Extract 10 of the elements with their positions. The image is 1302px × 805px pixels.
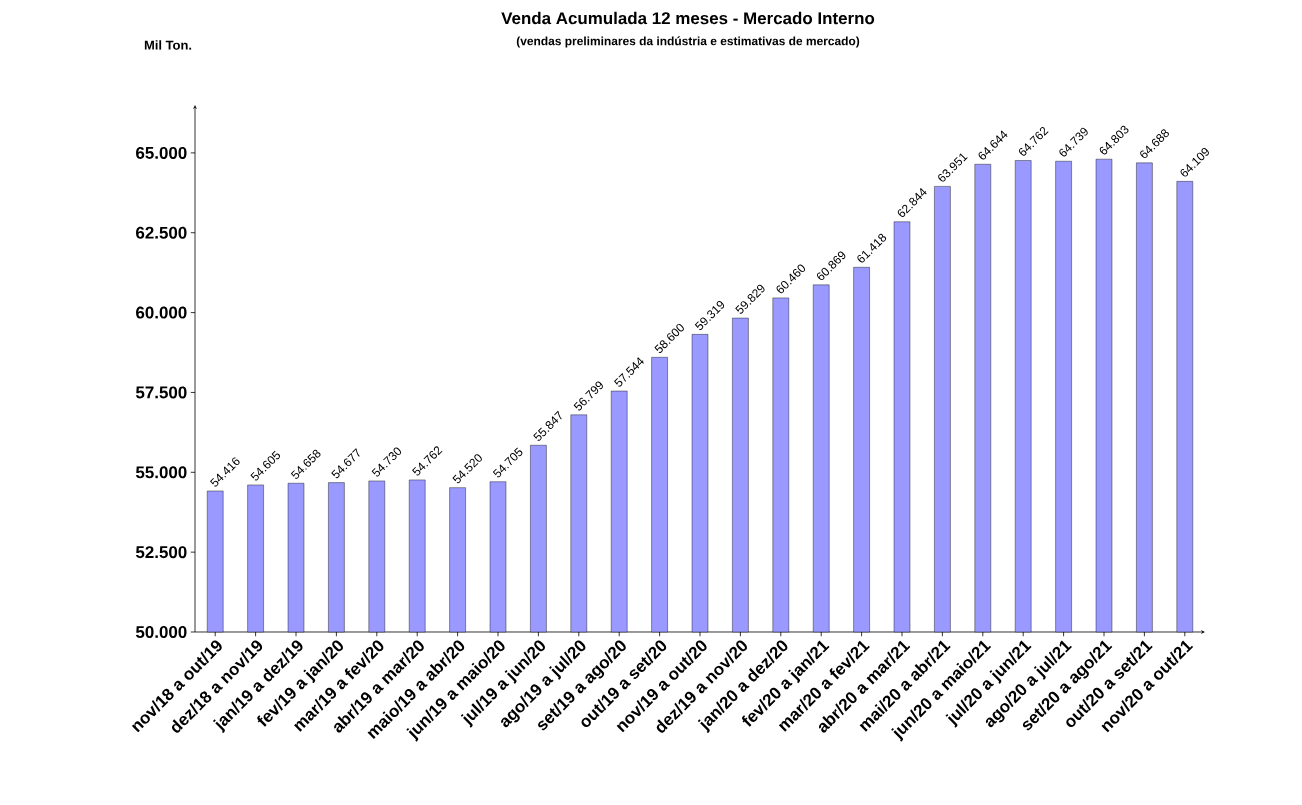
y-tick-label: 50.000 <box>135 626 187 638</box>
y-tick-label: 62.500 <box>136 226 187 239</box>
chart-title: Venda Acumulada 12 meses - Mercado Interno <box>501 11 875 25</box>
y-tick-label: 65.000 <box>136 146 187 159</box>
y-tick-label: 60.000 <box>136 306 187 319</box>
y-tick-label: 57.500 <box>135 386 187 399</box>
y-axis-title: Mil Ton. <box>144 40 192 50</box>
y-tick-label: 55.000 <box>135 466 187 479</box>
chart-subtitle: (vendas preliminares da indústria e estimativas de mercado) <box>516 36 860 48</box>
y-tick-label: 52.500 <box>135 546 187 559</box>
